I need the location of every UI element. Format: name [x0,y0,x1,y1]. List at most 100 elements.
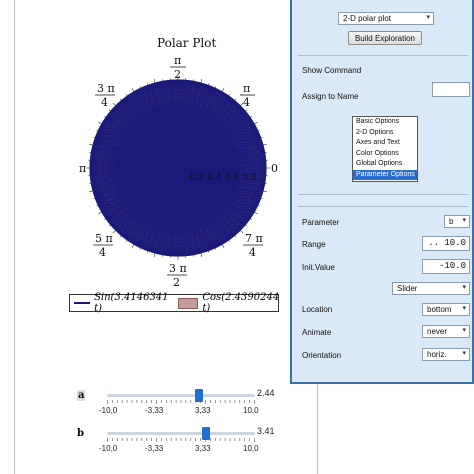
angle-label-7pi-over-4-num: 7 π [245,232,263,245]
init-value-label: Init.Value [302,263,335,272]
location-select[interactable]: bottom ▾ [422,303,470,316]
orientation-label: Orientation [302,351,342,360]
outer-tick [214,247,217,250]
outer-tick [146,250,149,253]
animate-label: Animate [302,328,332,337]
angle-label-pi-over-4-num: π [243,82,250,95]
outer-tick [104,116,107,118]
outer-tick [93,197,96,200]
angle-label-7pi-over-4-den: 4 [249,246,256,259]
slider-b-tick-3: 3,33 [195,444,211,453]
outer-tick [139,247,142,250]
slider-a-tick-3: 3,33 [195,406,211,415]
animate-select[interactable]: never ▾ [422,325,470,338]
outer-tick [234,98,237,101]
outer-tick [221,244,225,248]
outer-tick [249,116,252,118]
chevron-down-icon: ▾ [426,14,430,21]
plot-type-value: 2-D polar plot [343,14,392,23]
outer-tick [139,86,142,89]
outer-tick [104,218,107,220]
chevron-down-icon: ▾ [462,284,466,291]
outer-tick [234,235,237,238]
chevron-down-icon: ▾ [462,350,466,357]
polar-plot[interactable]: 0.2 0.4 0.6 0.8 π 2 3 π 4 π 4 π 0 5 π 4 7 π… [15,0,319,300]
outer-tick [112,229,117,234]
outer-tick [239,102,244,107]
options-listbox[interactable]: Basic Options 2-D Options Axes and Text … [352,116,418,182]
outer-tick [98,211,102,215]
separator [298,194,468,195]
legend-line-swatch [74,302,91,304]
series-line-sin [89,79,267,257]
legend-item-fill: Cos(2.4390244 t) [174,292,285,314]
assign-to-name-label: Assign to Name [302,92,359,101]
show-command-label[interactable]: Show Command [302,66,362,75]
plot-title: Polar Plot [157,36,217,50]
outer-tick [131,88,135,92]
angle-label-3pi-over-2-num: 3 π [169,262,187,275]
exploration-panel: 2-D polar plot ▾ Build Exploration Show … [290,0,474,384]
outer-tick [245,224,248,227]
option-2d[interactable]: 2-D Options [356,128,394,136]
chevron-down-icon: ▾ [462,305,466,312]
outer-tick [221,88,225,92]
control-type-select[interactable]: Slider ▾ [392,282,470,295]
slider-a-tick-2: -3,33 [145,406,164,415]
option-parameter[interactable]: Parameter Options [353,169,417,180]
outer-tick [200,252,203,257]
assign-name-input[interactable] [432,82,470,97]
legend-fill-swatch [178,297,199,309]
slider-b-row: b -10,0 -3,33 3,33 10,0 3.41 [77,426,323,454]
angle-label-3pi-over-4-num: 3 π [97,82,115,95]
angle-label-pi-over-2-num: π [174,54,181,67]
option-color[interactable]: Color Options [356,149,399,157]
separator [298,206,468,207]
chevron-down-icon: ▾ [462,327,466,334]
angle-label-pi: π [79,162,86,175]
outer-tick [262,190,267,193]
outer-tick [112,102,117,107]
slider-a-track[interactable] [107,389,255,402]
outer-tick [228,239,230,242]
legend-fill-label: Cos(2.4390244 t) [202,292,280,314]
slider-a-thumb[interactable] [195,389,204,402]
outer-tick [207,83,210,86]
slider-a-ticks [107,400,255,404]
angle-label-5pi-over-4-num: 5 π [95,232,113,245]
option-basic[interactable]: Basic Options [356,118,400,125]
radial-tick-label: 0.6 [225,173,240,183]
outer-tick [89,143,94,146]
outer-tick [153,79,156,84]
parameter-select[interactable]: b ▾ [444,215,470,228]
plot-type-select[interactable]: 2-D polar plot ▾ [338,12,434,25]
angle-label-3pi-over-2-den: 2 [173,276,180,289]
orientation-value: horiz. [427,350,447,359]
outer-tick [260,136,263,139]
range-input[interactable]: .. 10.0 [422,236,470,251]
outer-tick [239,229,244,234]
init-value-input[interactable]: -10.0 [422,259,470,274]
build-exploration-button[interactable]: Build Exploration [348,31,422,45]
outer-tick [257,129,260,132]
range-label: Range [302,240,326,249]
legend-item-line: Sin(3.4146341 t) [70,292,174,314]
slider-a-row: a -10,0 -3,33 3,33 10,0 2.44 [77,388,323,416]
slider-b-track[interactable] [107,427,255,440]
outer-tick [126,94,128,97]
slider-b-tick-2: -3,33 [145,444,164,453]
slider-a-tick-max: 10,0 [243,406,259,415]
outer-tick [254,121,258,125]
outer-tick [260,197,263,200]
option-global[interactable]: Global Options [356,160,403,167]
animate-value: never [427,327,448,336]
outer-tick [108,109,111,112]
orientation-select[interactable]: horiz. ▾ [422,348,470,361]
outer-tick [126,239,128,242]
outer-tick [207,250,210,253]
outer-tick [96,129,99,132]
outer-tick [200,79,203,84]
option-axes-text[interactable]: Axes and Text [356,139,400,146]
slider-b-thumb[interactable] [202,427,211,440]
parameter-label: Parameter [302,218,340,227]
